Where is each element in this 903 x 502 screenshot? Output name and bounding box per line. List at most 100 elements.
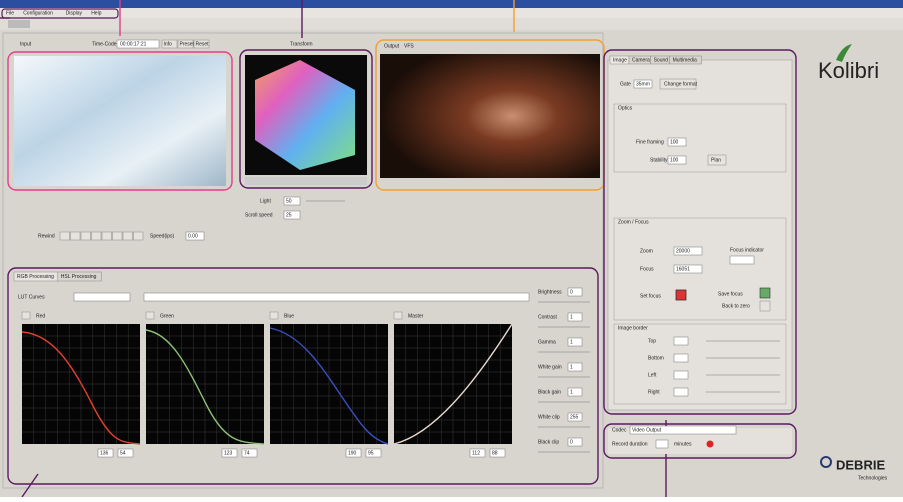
curve bbox=[393, 323, 513, 445]
tab-label: Multimedia bbox=[673, 57, 697, 63]
section-title: Optics bbox=[618, 105, 633, 111]
record-highlight bbox=[603, 423, 797, 459]
output-image bbox=[380, 54, 600, 178]
input-title: Input bbox=[20, 41, 32, 47]
button[interactable] bbox=[193, 39, 210, 49]
channel-name: Green bbox=[160, 313, 174, 319]
light-value: 50 bbox=[286, 198, 292, 204]
channel-toggle[interactable] bbox=[21, 311, 31, 320]
transport-speed-box bbox=[185, 231, 205, 241]
channel-value: 190 bbox=[348, 450, 357, 456]
button[interactable] bbox=[659, 78, 697, 90]
toolbar bbox=[0, 18, 903, 30]
timecode: 00:00:17:21 bbox=[120, 41, 147, 47]
button[interactable] bbox=[177, 39, 194, 49]
channel-toggle[interactable] bbox=[269, 311, 279, 320]
box bbox=[667, 137, 687, 147]
box bbox=[673, 370, 689, 380]
kolibri-logo: Kolibri bbox=[818, 58, 879, 83]
menu-item: File bbox=[6, 10, 14, 16]
focus-label: Focus bbox=[640, 266, 654, 272]
section-title: Zoom / Focus bbox=[618, 219, 649, 225]
adjustment-value: 1 bbox=[570, 339, 573, 345]
transport-buttons bbox=[59, 231, 144, 241]
transport-button[interactable] bbox=[80, 231, 91, 241]
record-button[interactable] bbox=[706, 440, 714, 448]
codec-label: Codec bbox=[612, 427, 627, 433]
back-button[interactable] bbox=[759, 300, 771, 312]
lut-select[interactable] bbox=[73, 292, 131, 302]
channel-toggle[interactable] bbox=[393, 311, 403, 320]
menu-highlight bbox=[1, 8, 119, 19]
settings-highlight bbox=[603, 49, 797, 415]
codec-select[interactable] bbox=[629, 425, 737, 435]
adjustment-label: White gain bbox=[538, 364, 562, 370]
debrie-tagline: Technologies bbox=[858, 475, 888, 481]
stability-label: Stability bbox=[650, 157, 668, 163]
save-focus-label: Save focus bbox=[718, 291, 743, 297]
fine-framing-value: 100 bbox=[670, 139, 679, 145]
tab-label: Image bbox=[613, 57, 627, 63]
tab-label: Camera bbox=[632, 57, 650, 63]
adjustment-label: Gamma bbox=[538, 339, 556, 345]
transport-button[interactable] bbox=[70, 231, 81, 241]
button[interactable] bbox=[707, 154, 727, 166]
duration-box bbox=[655, 439, 669, 449]
value-box bbox=[97, 448, 114, 458]
box bbox=[673, 246, 703, 256]
button-label: Reset bbox=[196, 41, 210, 47]
adjustment-box bbox=[567, 337, 583, 347]
output-tab: VFS bbox=[404, 43, 414, 49]
transport-button[interactable] bbox=[112, 231, 123, 241]
fine-framing-label: Fine framing bbox=[636, 139, 664, 145]
box bbox=[729, 255, 755, 265]
border-label: Bottom bbox=[648, 355, 664, 361]
set-focus-button[interactable] bbox=[675, 289, 687, 301]
channel-value: 88 bbox=[492, 450, 498, 456]
channel-value: 74 bbox=[244, 450, 250, 456]
tab[interactable] bbox=[57, 271, 102, 282]
channel-value: 136 bbox=[100, 450, 109, 456]
output-title: Output bbox=[384, 43, 400, 49]
curve bbox=[21, 331, 141, 445]
input-image bbox=[14, 56, 226, 186]
section bbox=[613, 103, 787, 173]
lut-path bbox=[143, 292, 530, 302]
adjustment-value: 1 bbox=[570, 389, 573, 395]
adjustment-label: Brightness bbox=[538, 289, 562, 295]
transport-button[interactable] bbox=[133, 231, 144, 241]
focus-value: 16051 bbox=[676, 266, 690, 272]
tab[interactable] bbox=[669, 55, 702, 65]
section bbox=[613, 217, 787, 321]
box bbox=[673, 264, 703, 274]
speed-value: 25 bbox=[286, 212, 292, 218]
adjustment-value: 1 bbox=[570, 314, 573, 320]
button-label: Preset bbox=[180, 41, 195, 47]
border-label: Top bbox=[648, 338, 656, 344]
transport-button[interactable] bbox=[101, 231, 112, 241]
transport-button[interactable] bbox=[91, 231, 102, 241]
gate-value: 35mm bbox=[636, 81, 650, 87]
adjustment-label: Contrast bbox=[538, 314, 558, 320]
debrie-mark bbox=[820, 456, 832, 468]
adjustment-box bbox=[567, 312, 583, 322]
zoom-value: 20000 bbox=[676, 248, 690, 254]
border-label: Right bbox=[648, 389, 660, 395]
adjustment-label: Black gain bbox=[538, 389, 561, 395]
transport-button[interactable] bbox=[59, 231, 70, 241]
speed-box bbox=[283, 210, 301, 220]
back-to-zero-label: Back to zero bbox=[722, 303, 750, 309]
menu-item: Help bbox=[91, 10, 102, 16]
adjustment-box bbox=[567, 437, 583, 447]
save-focus-button[interactable] bbox=[759, 287, 771, 299]
transform-title: Transform bbox=[290, 41, 313, 47]
transport-button[interactable] bbox=[122, 231, 133, 241]
box bbox=[667, 155, 687, 165]
box bbox=[673, 353, 689, 363]
channel-toggle[interactable] bbox=[145, 311, 155, 320]
button[interactable] bbox=[161, 39, 178, 49]
zoom-label: Zoom bbox=[640, 248, 653, 254]
transport-speed-label: Speed(ips) bbox=[150, 233, 175, 239]
set-focus-label: Set focus bbox=[640, 293, 661, 299]
